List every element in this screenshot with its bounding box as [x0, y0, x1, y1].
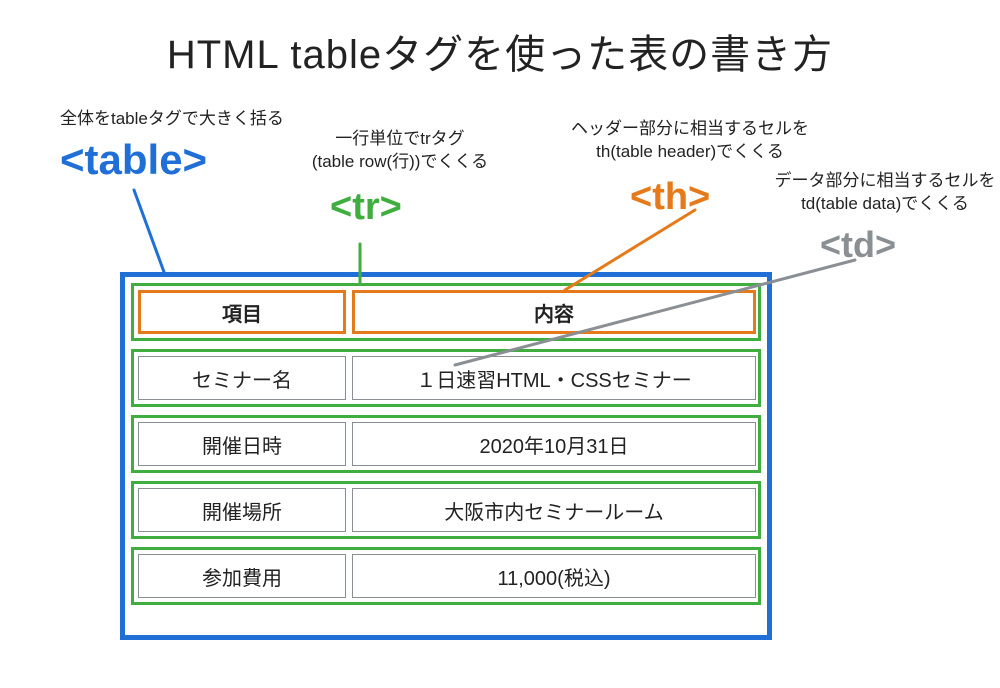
table-row-header: 項目 内容: [131, 283, 761, 341]
tr-annotation-text: 一行単位でtrタグ (table row(行))でくくる: [290, 128, 510, 174]
td-cell: 参加費用: [138, 554, 346, 598]
table-row: 参加費用 11,000(税込): [131, 547, 761, 605]
td-annotation-text: データ部分に相当するセルを td(table data)でくくる: [770, 170, 1000, 216]
th-tag-label: <th>: [630, 176, 710, 219]
th-cell: 項目: [138, 290, 346, 334]
table-diagram: 項目 内容 セミナー名 １日速習HTML・CSSセミナー 開催日時 2020年1…: [120, 272, 772, 640]
td-cell: セミナー名: [138, 356, 346, 400]
td-cell: 大阪市内セミナールーム: [352, 488, 756, 532]
table-tag-label: <table>: [60, 136, 207, 184]
table-annotation-text: 全体をtableタグで大きく括る: [60, 108, 284, 131]
td-cell: 11,000(税込): [352, 554, 756, 598]
td-cell: 開催場所: [138, 488, 346, 532]
td-cell: 2020年10月31日: [352, 422, 756, 466]
table-row: セミナー名 １日速習HTML・CSSセミナー: [131, 349, 761, 407]
th-cell: 内容: [352, 290, 756, 334]
table-row: 開催日時 2020年10月31日: [131, 415, 761, 473]
tr-tag-label: <tr>: [330, 186, 402, 229]
td-cell: 開催日時: [138, 422, 346, 466]
th-annotation-text: ヘッダー部分に相当するセルを th(table header)でくくる: [540, 118, 840, 164]
td-tag-label: <td>: [820, 224, 896, 266]
table-row: 開催場所 大阪市内セミナールーム: [131, 481, 761, 539]
page-title: HTML tableタグを使った表の書き方: [0, 0, 1000, 80]
table-connector: [134, 190, 164, 272]
td-cell: １日速習HTML・CSSセミナー: [352, 356, 756, 400]
